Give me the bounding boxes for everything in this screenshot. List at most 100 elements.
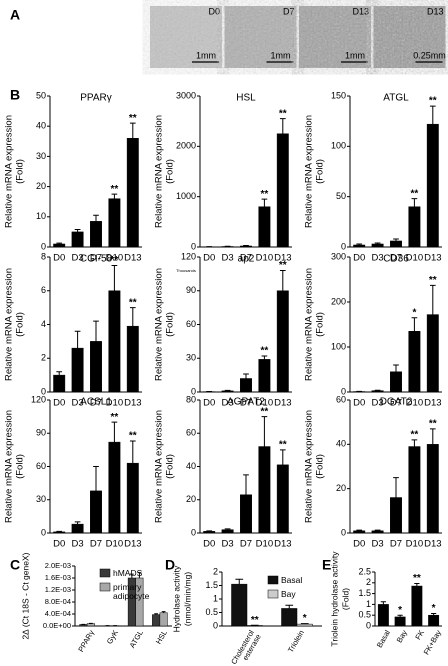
x-tick-label: D13 [124,539,141,550]
y-tick-label: 0 [213,620,218,630]
y-axis-label: (Fold) [340,588,350,610]
x-tick-label: D3 [72,539,84,550]
legend-swatch [267,589,279,599]
bar [426,444,439,534]
error-bar [300,623,309,625]
bar [408,206,421,248]
error-bar [111,193,118,199]
legend-label: primary adipocyte [113,582,150,601]
bar [281,608,298,627]
chart-title: ap2 [238,254,255,265]
panel-label: D [165,557,175,573]
y-tick-label: 1.6E-03 [45,573,71,582]
x-tick-label: D3 [72,253,84,264]
error-bar [129,307,136,327]
error-bar [429,105,436,125]
error-bar [224,389,231,391]
error-bar [129,122,136,139]
x-tick-label: D7 [90,539,102,550]
y-axis-label: (Fold) [315,159,326,184]
x-tick-label: D7 [90,398,102,409]
bar [126,138,139,248]
x-tick-label: D3 [372,398,384,409]
micrograph-label: D0 [208,6,220,16]
bar [90,341,102,393]
y-tick-label: 0 [366,620,371,630]
y-tick-label: 90 [36,428,46,438]
x-tick-label: D13 [274,253,291,264]
micrograph-label: D13 [352,6,369,16]
x-tick-label: D7 [390,253,402,264]
bar [428,614,440,627]
bar [53,531,66,534]
error-bar [137,572,142,578]
bar [377,604,389,627]
scale-label: 1mm [271,50,291,60]
bar [240,378,252,393]
y-tick-label: 1.2E-03 [45,585,71,594]
bar [371,530,384,534]
error-bar [154,613,158,615]
x-tick-label: D0 [203,539,215,550]
y-tick-label: 60 [36,461,46,471]
significance: ** [279,260,287,271]
x-tick-label: D0 [203,398,215,409]
y-axis-label: (nmol/min/mg) [182,572,192,626]
y-axis-label: 2∆ (Ct 18S - Ct geneX) [20,552,30,639]
y-tick-label: 20 [186,494,196,504]
legend-label: Bay [281,589,296,599]
error-bar [397,614,403,617]
y-axis-label: Relative mRNA expression [304,268,315,381]
bar [71,347,84,393]
error-bar [235,578,244,585]
bar [240,494,252,534]
y-axis-label: (Fold) [15,159,26,184]
error-bar [111,421,118,443]
significance: * [303,613,307,624]
x-tick-label: D0 [353,253,365,264]
y-axis-label: Relative mRNA expression [154,115,165,228]
bar [371,390,384,393]
x-tick-label: D3 [222,398,234,409]
y-tick-label: 1.5 [205,580,218,590]
y-tick-label: 1 [213,593,218,603]
bar [276,464,289,534]
bar [108,198,121,248]
y-axis-label: (Fold) [165,454,176,479]
x-tick-label: D3 [372,253,384,264]
error-bar [93,214,99,222]
x-tick-label: D10 [256,253,273,264]
bar [126,325,139,393]
x-tick-label: D13 [424,398,441,409]
error-bar [74,521,81,525]
y-tick-label: 1 [366,599,371,609]
error-bar [129,440,136,464]
error-bar [374,242,381,244]
y-tick-label: 4.0E-04 [45,609,71,618]
y-tick-label: 50 [336,191,346,201]
legend-swatch [99,582,111,592]
legend-label: hMADS [113,568,143,578]
y-axis-label: Relative mRNA expression [4,268,15,381]
error-bar [411,317,418,332]
significance: ** [111,184,119,195]
x-tick-label: D13 [124,398,141,409]
error-bar [224,528,231,530]
significance: * [412,307,416,318]
significance: ** [251,615,259,626]
significance: ** [429,275,437,286]
bar [126,462,139,534]
chart-title: AGPAT2 [227,397,265,408]
bar [371,243,384,248]
error-bar [74,330,81,349]
bar [53,374,66,393]
micrograph-texture [150,6,222,68]
significance: ** [111,412,119,423]
x-tick-label: D10 [106,539,123,550]
x-tick-label: D10 [106,398,123,409]
x-tick-label: D13 [274,398,291,409]
y-axis-label: (Fold) [15,454,26,479]
x-tick-label: D13 [274,539,291,550]
